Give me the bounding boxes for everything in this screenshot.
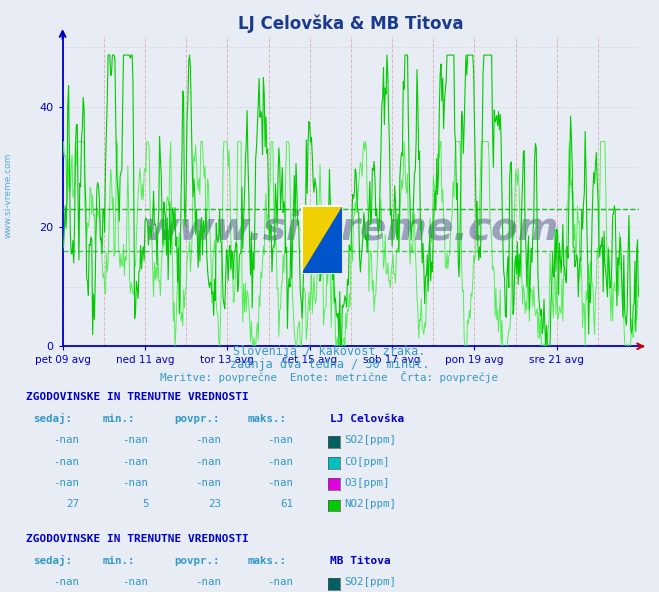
Text: -nan: -nan xyxy=(268,478,293,488)
Text: www.si-vreme.com: www.si-vreme.com xyxy=(3,153,13,238)
Text: LJ Celovška: LJ Celovška xyxy=(330,414,404,424)
Text: NO2[ppm]: NO2[ppm] xyxy=(344,499,396,509)
Text: -nan: -nan xyxy=(195,577,221,587)
Text: -nan: -nan xyxy=(123,456,148,466)
Text: povpr.:: povpr.: xyxy=(175,414,220,424)
Text: -nan: -nan xyxy=(268,435,293,445)
Text: min.:: min.: xyxy=(102,414,134,424)
Text: -nan: -nan xyxy=(53,456,79,466)
Text: -nan: -nan xyxy=(268,456,293,466)
Text: SO2[ppm]: SO2[ppm] xyxy=(344,577,396,587)
Text: SO2[ppm]: SO2[ppm] xyxy=(344,435,396,445)
Text: O3[ppm]: O3[ppm] xyxy=(344,478,389,488)
Text: povpr.:: povpr.: xyxy=(175,556,220,566)
Text: -nan: -nan xyxy=(53,435,79,445)
Text: -nan: -nan xyxy=(123,478,148,488)
Title: LJ Celovška & MB Titova: LJ Celovška & MB Titova xyxy=(238,14,464,33)
Text: MB Titova: MB Titova xyxy=(330,556,390,566)
Text: 23: 23 xyxy=(208,499,221,509)
Text: -nan: -nan xyxy=(268,577,293,587)
Text: -nan: -nan xyxy=(53,577,79,587)
Text: -nan: -nan xyxy=(195,478,221,488)
Text: maks.:: maks.: xyxy=(247,556,286,566)
Text: zadnja dva tedna / 30 minut.: zadnja dva tedna / 30 minut. xyxy=(230,358,429,371)
Text: sedaj:: sedaj: xyxy=(33,555,72,566)
Text: 27: 27 xyxy=(66,499,79,509)
Polygon shape xyxy=(301,205,343,274)
Text: Meritve: povprečne  Enote: metrične  Črta: povprečje: Meritve: povprečne Enote: metrične Črta:… xyxy=(161,371,498,383)
Text: -nan: -nan xyxy=(195,435,221,445)
Text: 5: 5 xyxy=(142,499,148,509)
Text: -nan: -nan xyxy=(123,577,148,587)
Text: maks.:: maks.: xyxy=(247,414,286,424)
Polygon shape xyxy=(301,205,343,274)
Text: CO[ppm]: CO[ppm] xyxy=(344,456,389,466)
Text: ZGODOVINSKE IN TRENUTNE VREDNOSTI: ZGODOVINSKE IN TRENUTNE VREDNOSTI xyxy=(26,533,249,543)
Text: ZGODOVINSKE IN TRENUTNE VREDNOSTI: ZGODOVINSKE IN TRENUTNE VREDNOSTI xyxy=(26,391,249,401)
Text: sedaj:: sedaj: xyxy=(33,413,72,424)
Text: -nan: -nan xyxy=(123,435,148,445)
Text: -nan: -nan xyxy=(53,478,79,488)
Text: -nan: -nan xyxy=(195,456,221,466)
Text: Slovenija / kakovost zraka.: Slovenija / kakovost zraka. xyxy=(233,345,426,358)
Text: www.si-vreme.com: www.si-vreme.com xyxy=(143,209,559,247)
Text: min.:: min.: xyxy=(102,556,134,566)
Text: 61: 61 xyxy=(280,499,293,509)
